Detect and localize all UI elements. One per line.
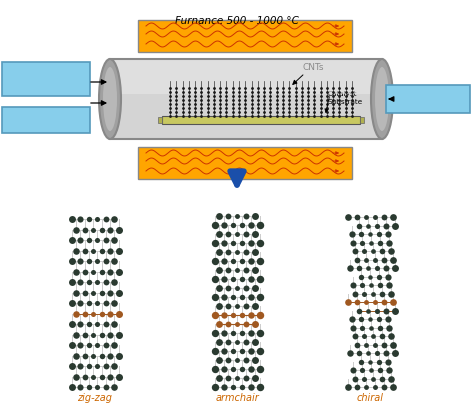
Bar xyxy=(138,20,352,52)
Ellipse shape xyxy=(103,67,117,131)
Bar xyxy=(360,117,364,123)
Text: Catalyst
Substrate: Catalyst Substrate xyxy=(328,91,363,105)
Text: Furnance 500 - 1000 °C: Furnance 500 - 1000 °C xyxy=(175,16,299,26)
Bar xyxy=(138,147,352,179)
Text: armchair: armchair xyxy=(215,393,259,403)
Bar xyxy=(110,59,382,94)
FancyBboxPatch shape xyxy=(2,107,90,133)
Text: Gas outlet: Gas outlet xyxy=(408,94,448,103)
Text: Hydrocarbon gas: Hydrocarbon gas xyxy=(15,73,77,79)
Text: CNTs: CNTs xyxy=(303,63,325,72)
Ellipse shape xyxy=(371,59,393,139)
Ellipse shape xyxy=(375,67,389,131)
Text: Inert gas: Inert gas xyxy=(29,115,63,124)
Text: $C_xH_y$: $C_xH_y$ xyxy=(36,79,56,92)
Bar xyxy=(158,117,162,123)
Bar xyxy=(110,59,382,139)
Text: zig-zag: zig-zag xyxy=(78,393,112,403)
Text: chiral: chiral xyxy=(356,393,383,403)
Bar xyxy=(110,59,382,139)
Bar xyxy=(162,116,360,124)
FancyBboxPatch shape xyxy=(386,85,470,113)
Ellipse shape xyxy=(99,59,121,139)
FancyBboxPatch shape xyxy=(2,62,90,96)
